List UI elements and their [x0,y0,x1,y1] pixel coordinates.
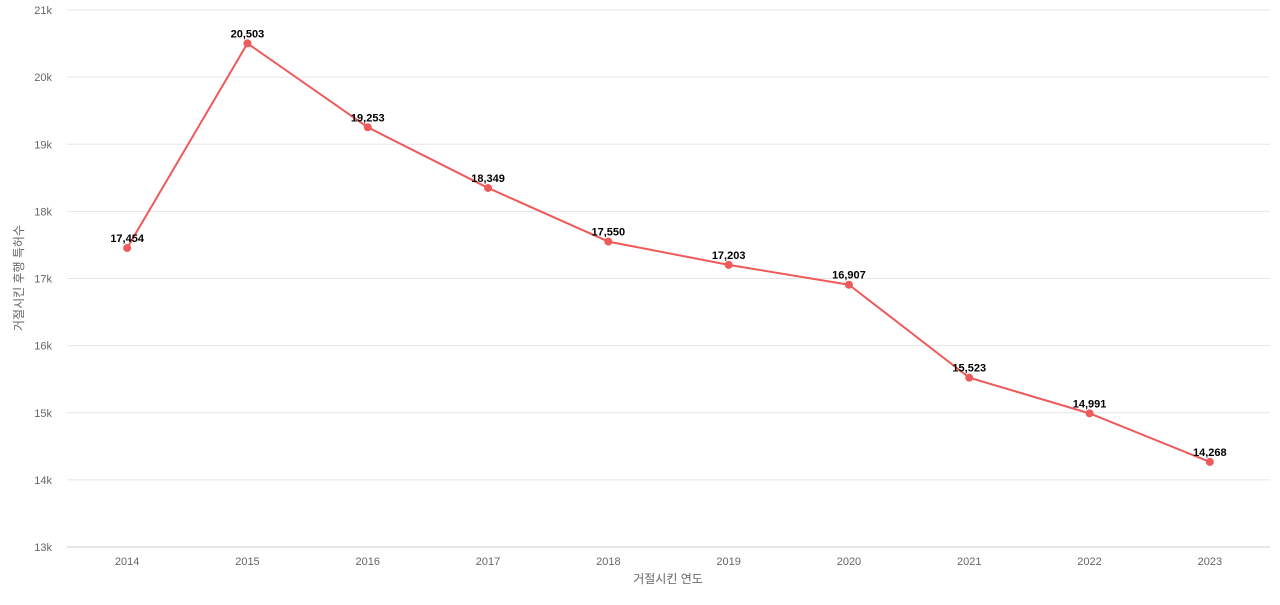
x-tick-label: 2017 [476,556,500,568]
data-point[interactable] [123,244,132,253]
x-tick-label: 2018 [596,556,620,568]
data-label: 14,991 [1073,398,1107,410]
data-label: 19,253 [351,112,385,124]
x-tick-label: 2015 [235,556,259,568]
x-tick-label: 2014 [115,556,139,568]
x-tick-label: 2021 [957,556,981,568]
data-point[interactable] [844,280,853,289]
y-tick-label: 13k [34,542,52,554]
y-axis-ticks: 13k 14k 15k 16k 17k 18k 19k 20k 21k [34,5,52,554]
data-label: 20,503 [231,28,265,40]
data-point[interactable] [363,123,372,132]
data-point[interactable] [1085,409,1094,418]
data-label: 18,349 [471,173,505,185]
x-tick-label: 2019 [716,556,740,568]
data-point[interactable] [724,260,733,269]
y-tick-label: 21k [34,5,52,17]
series-group [123,39,1214,466]
y-tick-label: 20k [34,72,52,84]
x-axis-ticks: 2014 2015 2016 2017 2018 2019 2020 2021 2022 2023 [115,556,1222,568]
x-tick-label: 2020 [837,556,861,568]
x-axis-title: 거절시킨 연도 [633,572,703,586]
y-tick-label: 14k [34,475,52,487]
data-label: 14,268 [1193,447,1227,459]
data-point[interactable] [604,237,613,246]
y-axis-title: 거절시킨 후행 특허수 [11,225,26,331]
y-tick-label: 16k [34,341,52,353]
x-tick-label: 2022 [1077,556,1101,568]
y-tick-label: 15k [34,408,52,420]
y-tick-label: 18k [34,206,52,218]
data-label: 16,907 [832,270,866,282]
data-label: 15,523 [952,363,986,375]
x-tick-label: 2016 [356,556,380,568]
y-tick-label: 19k [34,139,52,151]
data-label: 17,550 [592,227,626,239]
x-tick-label: 2023 [1198,556,1222,568]
data-point[interactable] [1205,457,1214,466]
gridlines [67,9,1270,548]
y-tick-label: 17k [34,274,52,286]
series-line [126,42,1211,463]
data-point[interactable] [243,39,252,48]
data-labels: 17,454 20,503 19,253 18,349 17,550 17,203 16,9… [110,28,1226,459]
data-point[interactable] [965,373,974,382]
data-label: 17,203 [712,250,746,262]
data-point[interactable] [484,183,493,192]
data-label: 17,454 [110,233,145,245]
